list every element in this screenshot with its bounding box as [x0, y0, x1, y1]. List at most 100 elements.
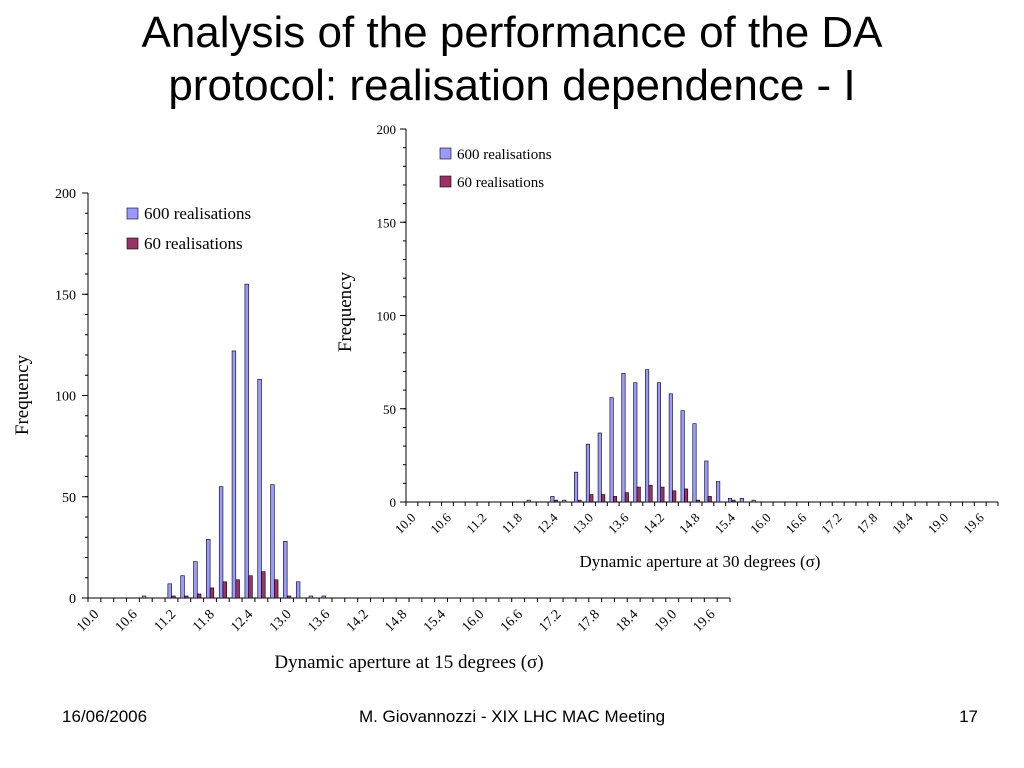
bar-600-realisations — [597, 432, 602, 503]
x-tick-label: 16.0 — [459, 607, 487, 635]
bar-600-realisations — [621, 373, 626, 503]
legend-swatch-600 — [126, 207, 139, 220]
bar-600-realisations — [727, 497, 733, 503]
x-tick-label: 19.0 — [652, 607, 680, 635]
x-tick-label: 10.6 — [427, 510, 454, 537]
x-tick-label: 10.6 — [113, 607, 141, 635]
y-axis-title: Frequency — [335, 271, 356, 352]
y-tick-label: 150 — [377, 215, 397, 230]
x-tick-label: 11.2 — [463, 510, 489, 536]
legend-label-600: 600 realisations — [144, 204, 251, 223]
legend-swatch-60 — [126, 237, 139, 250]
bar-60-realisations — [731, 499, 736, 503]
legend-swatch-600 — [439, 147, 452, 160]
bar-60-realisations — [553, 499, 558, 503]
y-tick-label: 100 — [55, 390, 76, 405]
y-tick-label: 150 — [55, 288, 76, 303]
bar-600-realisations — [206, 538, 211, 599]
bar-600-realisations — [321, 595, 326, 599]
bar-600-realisations — [633, 382, 638, 503]
bar-600-realisations — [585, 443, 590, 503]
legend-label-60: 60 realisations — [144, 234, 243, 253]
bar-60-realisations — [695, 499, 700, 503]
x-tick-label: 14.2 — [344, 607, 372, 635]
bar-600-realisations — [218, 486, 224, 599]
bar-60-realisations — [624, 492, 629, 503]
x-tick-label: 16.0 — [747, 510, 774, 537]
x-tick-label: 15.4 — [421, 607, 449, 635]
x-axis-title: Dynamic aperture at 15 degrees (σ) — [274, 652, 543, 673]
bar-60-realisations — [261, 571, 266, 599]
x-tick-label: 16.6 — [783, 510, 810, 537]
x-tick-label: 13.6 — [305, 607, 333, 635]
y-tick-label: 50 — [62, 491, 76, 506]
x-tick-label: 12.4 — [534, 510, 561, 537]
bar-600-realisations — [656, 382, 661, 503]
bar-600-realisations — [526, 499, 531, 503]
title-line-1: Analysis of the performance of the DA — [141, 8, 883, 57]
bar-600-realisations — [562, 499, 567, 503]
bar-600-realisations — [680, 410, 685, 503]
footer-page-number: 17 — [959, 707, 978, 726]
bar-600-realisations — [193, 561, 198, 599]
bar-600-realisations — [167, 583, 172, 599]
bar-600-realisations — [308, 595, 314, 599]
bar-60-realisations — [184, 595, 189, 599]
bar-600-realisations — [751, 499, 756, 503]
bar-60-realisations — [196, 593, 202, 599]
footer-presenter: M. Giovannozzi - XIX LHC MAC Meeting — [358, 707, 666, 726]
bar-60-realisations — [577, 499, 582, 503]
x-tick-label: 14.2 — [640, 510, 667, 537]
x-tick-label: 11.8 — [499, 510, 525, 536]
title-line-2: protocol: realisation dependence - I — [168, 61, 856, 110]
bar-600-realisations — [141, 595, 147, 599]
y-tick-label: 0 — [69, 592, 76, 607]
bar-600-realisations — [716, 481, 721, 503]
y-axis-title: Frequency — [12, 354, 33, 435]
bar-60-realisations — [222, 581, 227, 599]
x-tick-label: 13.0 — [569, 510, 596, 537]
bar-600-realisations — [180, 575, 185, 599]
x-tick-label: 17.8 — [854, 510, 881, 537]
bar-600-realisations — [692, 423, 697, 503]
x-tick-label: 11.8 — [190, 607, 218, 635]
slide-title: Analysis of the performance of the DA pr… — [0, 6, 1024, 112]
x-tick-label: 19.6 — [960, 510, 987, 537]
bar-600-realisations — [609, 397, 614, 503]
bar-600-realisations — [270, 484, 275, 599]
bar-60-realisations — [248, 575, 253, 599]
bar-600-realisations — [645, 369, 650, 503]
bar-60-realisations — [601, 494, 606, 503]
bar-600-realisations — [550, 496, 555, 503]
x-tick-label: 19.0 — [925, 510, 952, 537]
x-tick-label: 18.4 — [889, 510, 916, 537]
x-tick-label: 10.0 — [392, 510, 419, 537]
bar-60-realisations — [648, 484, 653, 503]
bar-60-realisations — [171, 595, 176, 599]
histogram-30-degrees: 0 50 100 150 200 10.0 10.6 11.2 11.8 12.4 13.0 13.6… — [335, 122, 999, 571]
bar-60-realisations — [613, 496, 618, 503]
x-tick-label: 15.4 — [711, 510, 738, 537]
bar-60-realisations — [235, 579, 240, 599]
y-tick-label: 0 — [390, 495, 397, 510]
y-tick-label: 50 — [383, 402, 396, 417]
x-tick-label: 16.6 — [498, 607, 526, 635]
x-tick-label: 10.0 — [74, 607, 102, 635]
bar-600-realisations — [231, 350, 237, 599]
x-axis-title: Dynamic aperture at 30 degrees (σ) — [580, 552, 821, 571]
y-tick-label: 100 — [377, 309, 397, 324]
x-tick-label: 13.6 — [605, 510, 632, 537]
legend-label-60: 60 realisations — [457, 175, 544, 191]
y-tick-label: 200 — [55, 187, 76, 202]
bar-600-realisations — [295, 581, 301, 599]
bar-600-realisations — [244, 283, 249, 599]
bar-60-realisations — [286, 595, 292, 599]
x-tick-label: 11.2 — [152, 607, 180, 635]
bar-60-realisations — [209, 587, 215, 599]
bar-60-realisations — [672, 490, 677, 503]
bar-600-realisations — [739, 497, 744, 503]
x-tick-label: 12.4 — [228, 607, 256, 635]
legend-label-600: 600 realisations — [457, 147, 552, 163]
x-tick-label: 17.2 — [536, 607, 564, 635]
